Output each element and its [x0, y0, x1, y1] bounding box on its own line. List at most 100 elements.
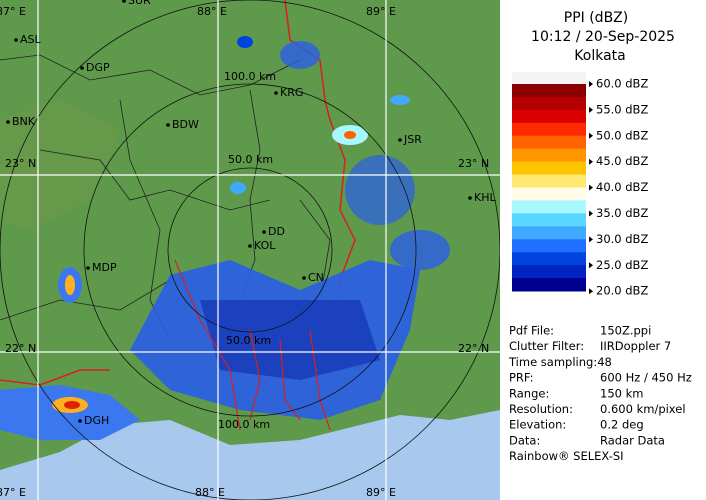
place-dot [78, 419, 82, 423]
legend-arrow [589, 81, 593, 87]
legend-label: 25.0 dBZ [596, 258, 648, 272]
legend-arrow [589, 184, 593, 191]
legend-label: 45.0 dBZ [596, 154, 648, 168]
legend-swatch [512, 187, 586, 201]
legend-swatch [512, 213, 586, 227]
legend-arrow [589, 262, 593, 269]
legend-swatch [512, 200, 586, 214]
legend-swatch [512, 96, 586, 111]
legend-label: 50.0 dBZ [596, 128, 648, 142]
graticule-label: 88° E [197, 5, 227, 18]
place-label: DGP [86, 61, 110, 74]
legend-arrow [589, 158, 593, 165]
legend-swatch [512, 174, 586, 188]
place-label: BDW [172, 118, 199, 131]
info-value: 600 Hz / 450 Hz [600, 371, 692, 385]
info-value: 150Z.ppi [600, 324, 651, 338]
echoes [0, 36, 450, 440]
legend-label: 20.0 dBZ [596, 284, 648, 298]
info-key: PRF: [509, 371, 534, 385]
legend-swatch [512, 148, 586, 163]
range-label: 100.0 km [218, 418, 270, 431]
info-key: Clutter Filter: [509, 339, 584, 353]
place-dot [14, 38, 18, 42]
place-label: KHL [474, 191, 496, 204]
info-key: Range: [509, 386, 549, 400]
place-label: BNK [12, 115, 36, 128]
info-key: Elevation: [509, 418, 566, 432]
graticule-label: 23° N [5, 157, 36, 170]
range-label: 50.0 km [228, 153, 273, 166]
place-dot [262, 230, 266, 234]
graticule-label: 22° N [5, 342, 36, 355]
info-value: IIRDoppler 7 [600, 339, 671, 353]
timestamp: 10:12 / 20-Sep-2025 [531, 29, 675, 45]
place-label: JSR [403, 133, 422, 146]
legend-label: 40.0 dBZ [596, 180, 648, 194]
legend-arrow [589, 210, 593, 217]
graticule [0, 0, 500, 500]
info-value: 0.2 deg [600, 418, 644, 432]
place-label: KRG [280, 86, 303, 99]
info-key: Data: [509, 433, 540, 447]
graticule-label: 22° N [458, 342, 489, 355]
place-label: MDP [92, 261, 117, 274]
legend-arrow [589, 288, 593, 295]
sea [0, 410, 500, 500]
legend-swatch [512, 252, 586, 266]
range-label: 50.0 km [226, 334, 271, 347]
legend-swatch [512, 278, 586, 292]
legend-swatch [512, 122, 586, 137]
place-dot [468, 196, 472, 200]
place-dot [274, 91, 278, 95]
place-dot [122, 0, 126, 3]
legend-swatch [512, 161, 586, 176]
legend-swatch [512, 226, 586, 240]
place-label: SUR [128, 0, 151, 7]
graticule-label: 89° E [366, 5, 396, 18]
place-label: ASL [20, 33, 42, 46]
legend-swatch [512, 109, 586, 124]
place-dot [398, 138, 402, 142]
info-key: Rainbow® SELEX-SI [509, 449, 624, 463]
graticule-label: 23° N [458, 157, 489, 170]
panel-title: PPI (dBZ) [564, 10, 628, 26]
rivers [174, 259, 331, 431]
legend-label: 30.0 dBZ [596, 232, 648, 246]
range-label: 100.0 km [224, 70, 276, 83]
legend-swatch [512, 84, 586, 98]
legend-swatch [512, 239, 586, 253]
info-key: Pdf File: [509, 324, 554, 338]
border [284, 0, 331, 121]
graticule-label: 87° E [0, 5, 26, 18]
legend-label: 60.0 dBZ [596, 77, 648, 91]
info-value: Radar Data [600, 433, 665, 447]
info-key: Time sampling:48 [508, 355, 612, 369]
place-dot [80, 66, 84, 70]
graticule-label: 87° E [0, 486, 26, 499]
place-label: KOL [254, 239, 276, 252]
place-dot [6, 120, 10, 124]
legend-swatch [512, 265, 586, 279]
graticule-label: 89° E [366, 486, 396, 499]
station: Kolkata [574, 48, 625, 64]
legend-arrow [589, 236, 593, 243]
place-label: DD [268, 225, 285, 238]
legend-arrow [589, 132, 593, 139]
legend-label: 35.0 dBZ [596, 206, 648, 220]
legend-label: 55.0 dBZ [596, 102, 648, 116]
info-value: 150 km [600, 386, 643, 400]
terrain [0, 100, 120, 230]
place-dot [248, 244, 252, 248]
graticule-label: 88° E [195, 486, 225, 499]
legend-arrow [589, 106, 593, 113]
place-dot [302, 276, 306, 280]
info-value: 0.600 km/pixel [600, 402, 686, 416]
border [0, 369, 110, 386]
info-key: Resolution: [509, 402, 573, 416]
legend-swatch [512, 135, 586, 150]
legend-top [512, 72, 586, 84]
place-label: CN [308, 271, 324, 284]
